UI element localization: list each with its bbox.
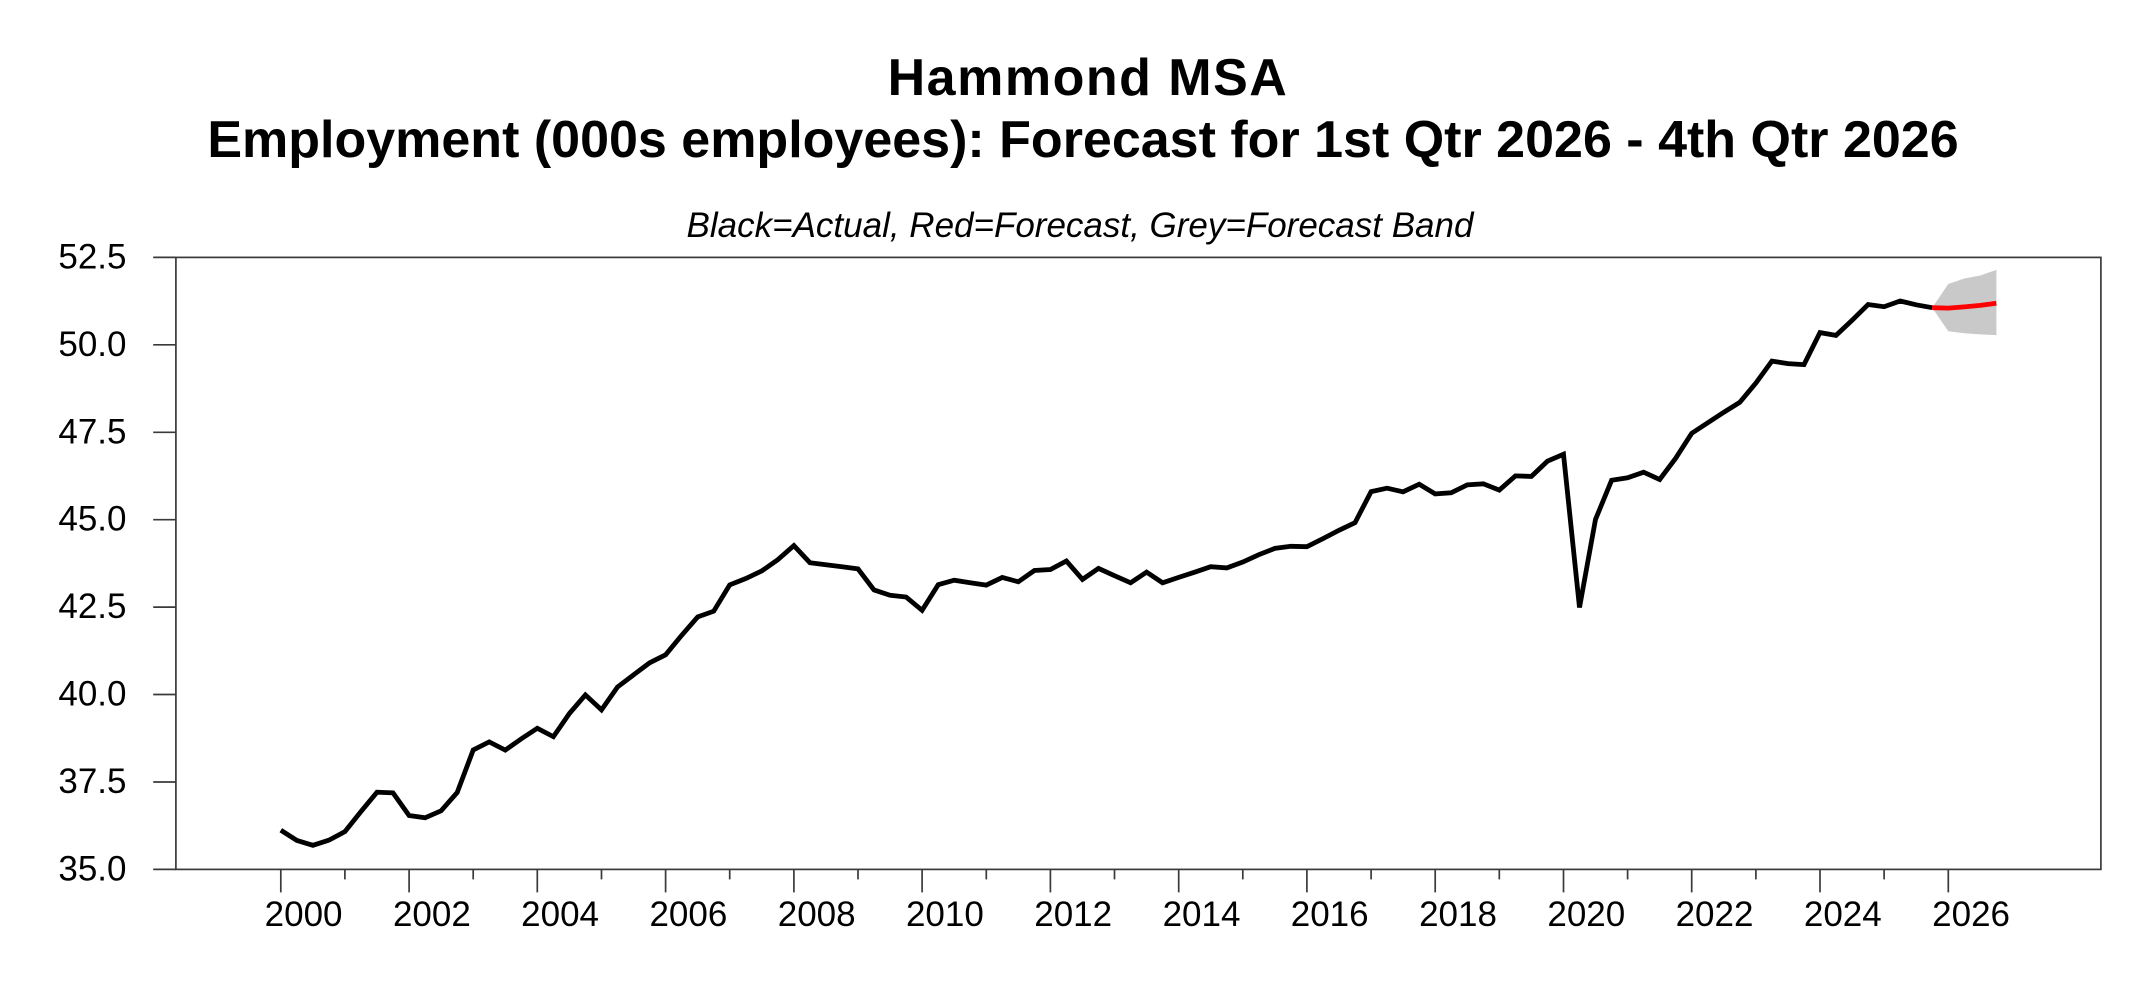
svg-text:2020: 2020	[1547, 895, 1625, 934]
svg-text:50.0: 50.0	[58, 325, 126, 364]
svg-text:40.0: 40.0	[58, 675, 126, 714]
svg-text:52.5: 52.5	[58, 237, 126, 276]
svg-text:2014: 2014	[1163, 895, 1241, 934]
svg-text:35.0: 35.0	[58, 849, 126, 888]
svg-text:2026: 2026	[1932, 895, 2010, 934]
svg-text:45.0: 45.0	[58, 500, 126, 539]
svg-text:2024: 2024	[1804, 895, 1882, 934]
svg-text:2008: 2008	[778, 895, 856, 934]
svg-text:2002: 2002	[393, 895, 471, 934]
svg-text:2016: 2016	[1291, 895, 1369, 934]
svg-text:2000: 2000	[265, 895, 343, 934]
svg-text:42.5: 42.5	[58, 587, 126, 626]
svg-text:2010: 2010	[906, 895, 984, 934]
svg-text:2018: 2018	[1419, 895, 1497, 934]
svg-text:2006: 2006	[649, 895, 727, 934]
svg-text:2012: 2012	[1034, 895, 1112, 934]
svg-text:37.5: 37.5	[58, 762, 126, 801]
svg-text:2004: 2004	[521, 895, 599, 934]
svg-text:47.5: 47.5	[58, 412, 126, 451]
svg-text:2022: 2022	[1676, 895, 1754, 934]
